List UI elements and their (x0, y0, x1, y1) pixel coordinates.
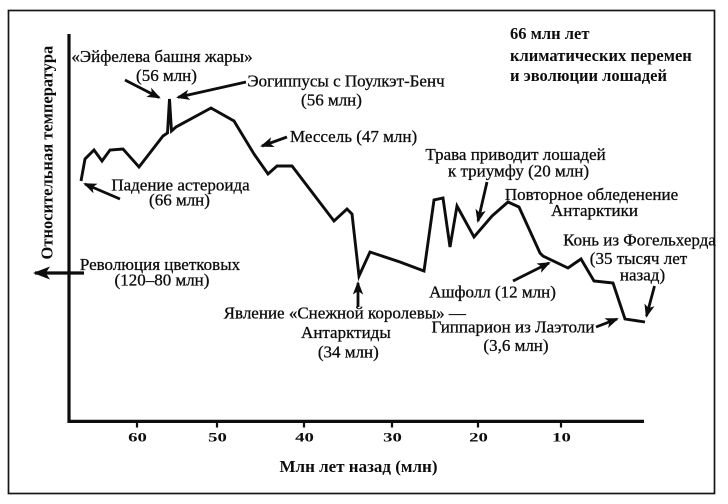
svg-text:к триумфу (20 млн): к триумфу (20 млн) (448, 162, 589, 181)
svg-text:и эволюции лошадей: и эволюции лошадей (510, 66, 667, 85)
svg-text:40: 40 (295, 431, 314, 444)
svg-text:Антарктиды: Антарктиды (301, 323, 391, 342)
svg-text:(34 млн): (34 млн) (318, 343, 379, 362)
svg-text:10: 10 (552, 431, 571, 444)
svg-text:Падение астероида: Падение астероида (111, 176, 250, 195)
svg-text:назад): назад) (620, 266, 665, 285)
svg-text:Конь из Фогельхерда: Конь из Фогельхерда (563, 231, 716, 250)
svg-text:Повторное обледенение: Повторное обледенение (505, 185, 678, 204)
svg-text:Явление «Снежной королевы» —: Явление «Снежной королевы» — (224, 304, 467, 323)
svg-text:Гиппарион из Лаэтоли: Гиппарион из Лаэтоли (432, 318, 595, 337)
svg-text:(35 тысяч лет: (35 тысяч лет (590, 249, 688, 268)
svg-text:20: 20 (469, 431, 488, 444)
svg-text:(3,6 млн): (3,6 млн) (483, 336, 548, 355)
svg-text:(66 млн): (66 млн) (149, 191, 210, 210)
svg-text:66 млн лет: 66 млн лет (510, 24, 589, 43)
svg-text:Трава приводит лошадей: Трава приводит лошадей (425, 145, 605, 164)
svg-text:Эогиппусы с Поулкэт-Бенч: Эогиппусы с Поулкэт-Бенч (247, 72, 445, 91)
svg-text:(56 млн): (56 млн) (301, 91, 362, 110)
svg-text:Революция цветковых: Революция цветковых (80, 255, 241, 274)
svg-text:60: 60 (128, 431, 147, 444)
svg-text:«Эйфелева башня жары»: «Эйфелева башня жары» (71, 47, 252, 66)
svg-text:Мессель (47 млн): Мессель (47 млн) (290, 127, 417, 146)
svg-text:Относительная температура: Относительная температура (38, 46, 57, 260)
svg-text:30: 30 (383, 431, 402, 444)
svg-text:Ашфолл (12 млн): Ашфолл (12 млн) (429, 283, 556, 302)
svg-text:(56 млн): (56 млн) (136, 66, 197, 85)
svg-text:Млн лет назад (млн): Млн лет назад (млн) (279, 457, 437, 476)
svg-text:(120–80 млн): (120–80 млн) (115, 270, 210, 289)
svg-text:50: 50 (208, 431, 227, 444)
svg-text:Антарктики: Антарктики (551, 201, 638, 220)
svg-text:климатических перемен: климатических перемен (510, 46, 692, 65)
